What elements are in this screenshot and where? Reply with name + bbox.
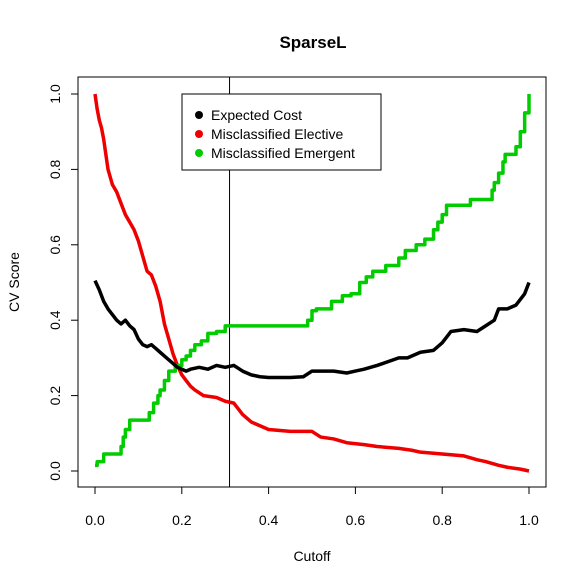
series-line xyxy=(95,94,531,468)
y-tick-label: 1.0 xyxy=(47,84,63,104)
legend-box xyxy=(181,93,382,171)
y-tick-label: 0.0 xyxy=(47,461,63,481)
series-line xyxy=(93,93,530,473)
x-tick-label: 0.6 xyxy=(346,512,366,528)
y-axis-label: CV Score xyxy=(6,252,22,312)
series-line xyxy=(93,279,531,380)
y-tick-label: 0.6 xyxy=(47,235,63,255)
series-layer xyxy=(93,93,531,473)
x-tick-label: 0.0 xyxy=(85,512,105,528)
x-tick-label: 0.8 xyxy=(432,512,452,528)
x-axis: 0.0 0.2 0.4 0.6 0.8 1.0 xyxy=(85,486,539,528)
x-axis-label: Cutoff xyxy=(293,548,330,564)
legend-label: Misclassified Emergent xyxy=(211,145,355,161)
x-tick-label: 0.4 xyxy=(259,512,279,528)
legend-marker xyxy=(195,111,203,119)
x-tick-label: 1.0 xyxy=(519,512,539,528)
legend: Expected Cost Misclassified Elective Miscl… xyxy=(181,93,382,171)
y-axis: 0.0 0.2 0.4 0.6 0.8 1.0 xyxy=(47,84,79,481)
chart-title: SparseL xyxy=(279,33,346,52)
legend-label: Expected Cost xyxy=(211,107,302,123)
legend-marker xyxy=(195,130,203,138)
y-tick-label: 0.8 xyxy=(47,159,63,179)
legend-label: Misclassified Elective xyxy=(211,126,343,142)
y-tick-label: 0.4 xyxy=(47,310,63,330)
y-tick-label: 0.2 xyxy=(47,386,63,406)
legend-marker xyxy=(195,149,203,157)
x-tick-label: 0.2 xyxy=(172,512,192,528)
